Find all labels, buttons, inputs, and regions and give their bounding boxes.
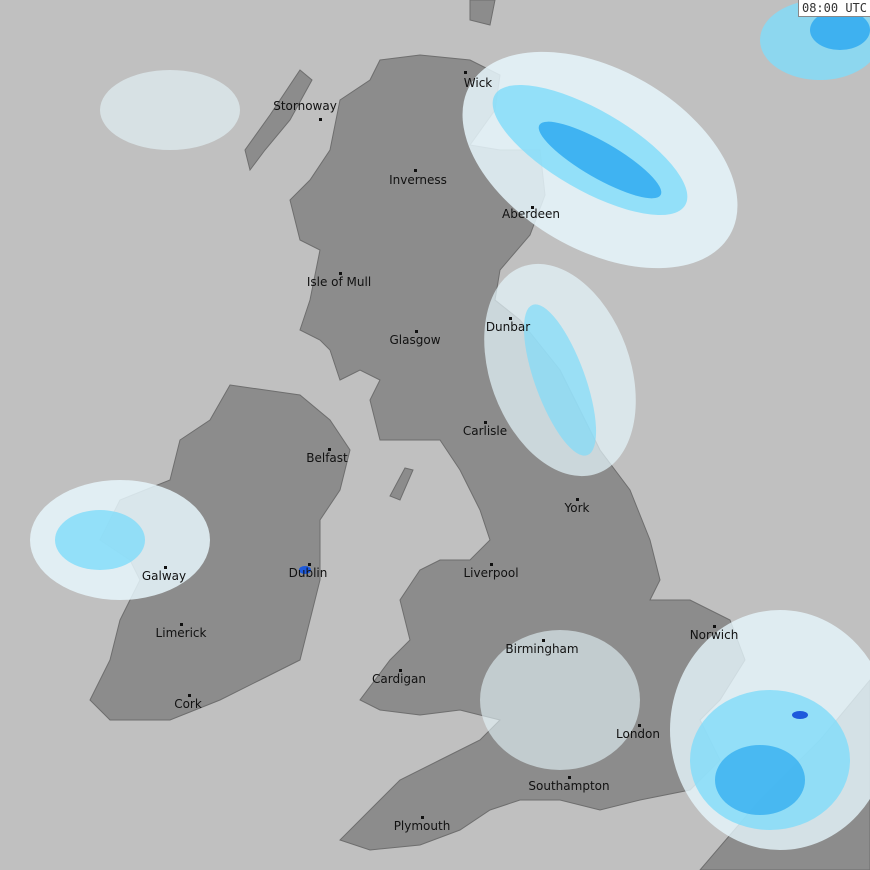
- city-marker: [542, 639, 545, 642]
- city-label: London: [616, 727, 660, 741]
- city-label: Limerick: [155, 626, 207, 640]
- city-marker: [399, 669, 402, 672]
- city-label: Plymouth: [393, 819, 451, 833]
- city-marker: [576, 498, 579, 501]
- city-marker: [484, 421, 487, 424]
- city-label: Carlisle: [462, 424, 508, 438]
- city-marker: [339, 272, 342, 275]
- city-label: Southampton: [528, 779, 610, 793]
- city-label: Inverness: [389, 173, 447, 187]
- city-label: Stornoway: [273, 99, 337, 113]
- city-marker: [568, 776, 571, 779]
- city-marker: [490, 563, 493, 566]
- city-marker: [164, 566, 167, 569]
- city-marker: [319, 118, 322, 121]
- isle-of-man: [389, 467, 414, 501]
- city-marker: [638, 724, 641, 727]
- city-label: Aberdeen: [502, 207, 560, 221]
- city-marker: [531, 206, 534, 209]
- city-label: Galway: [141, 569, 187, 583]
- city-marker: [188, 694, 191, 697]
- precipitation: [30, 0, 870, 850]
- city-marker: [414, 169, 417, 172]
- city-marker: [421, 816, 424, 819]
- city-label: Dublin: [288, 566, 328, 580]
- city-marker: [509, 317, 512, 320]
- city-label: Belfast: [306, 451, 348, 465]
- city-label: Norwich: [689, 628, 739, 642]
- land: [89, 0, 870, 870]
- city-marker: [713, 625, 716, 628]
- city-label: Dunbar: [485, 320, 531, 334]
- city-label: York: [564, 501, 590, 515]
- city-marker: [464, 71, 467, 74]
- city-marker: [308, 563, 311, 566]
- orkney: [469, 0, 496, 26]
- city-label: Cardigan: [372, 672, 426, 686]
- city-label: Glasgow: [389, 333, 441, 347]
- city-label: Liverpool: [463, 566, 519, 580]
- outer-hebrides: [244, 69, 313, 172]
- city-marker: [328, 448, 331, 451]
- city-label: Cork: [174, 697, 202, 711]
- city-label: Wick: [463, 76, 493, 90]
- timestamp-label: 08:00 UTC: [797, 0, 870, 17]
- city-label: Birmingham: [505, 642, 579, 656]
- city-marker: [415, 330, 418, 333]
- city-label: Isle of Mull: [306, 275, 372, 289]
- city-marker: [180, 623, 183, 626]
